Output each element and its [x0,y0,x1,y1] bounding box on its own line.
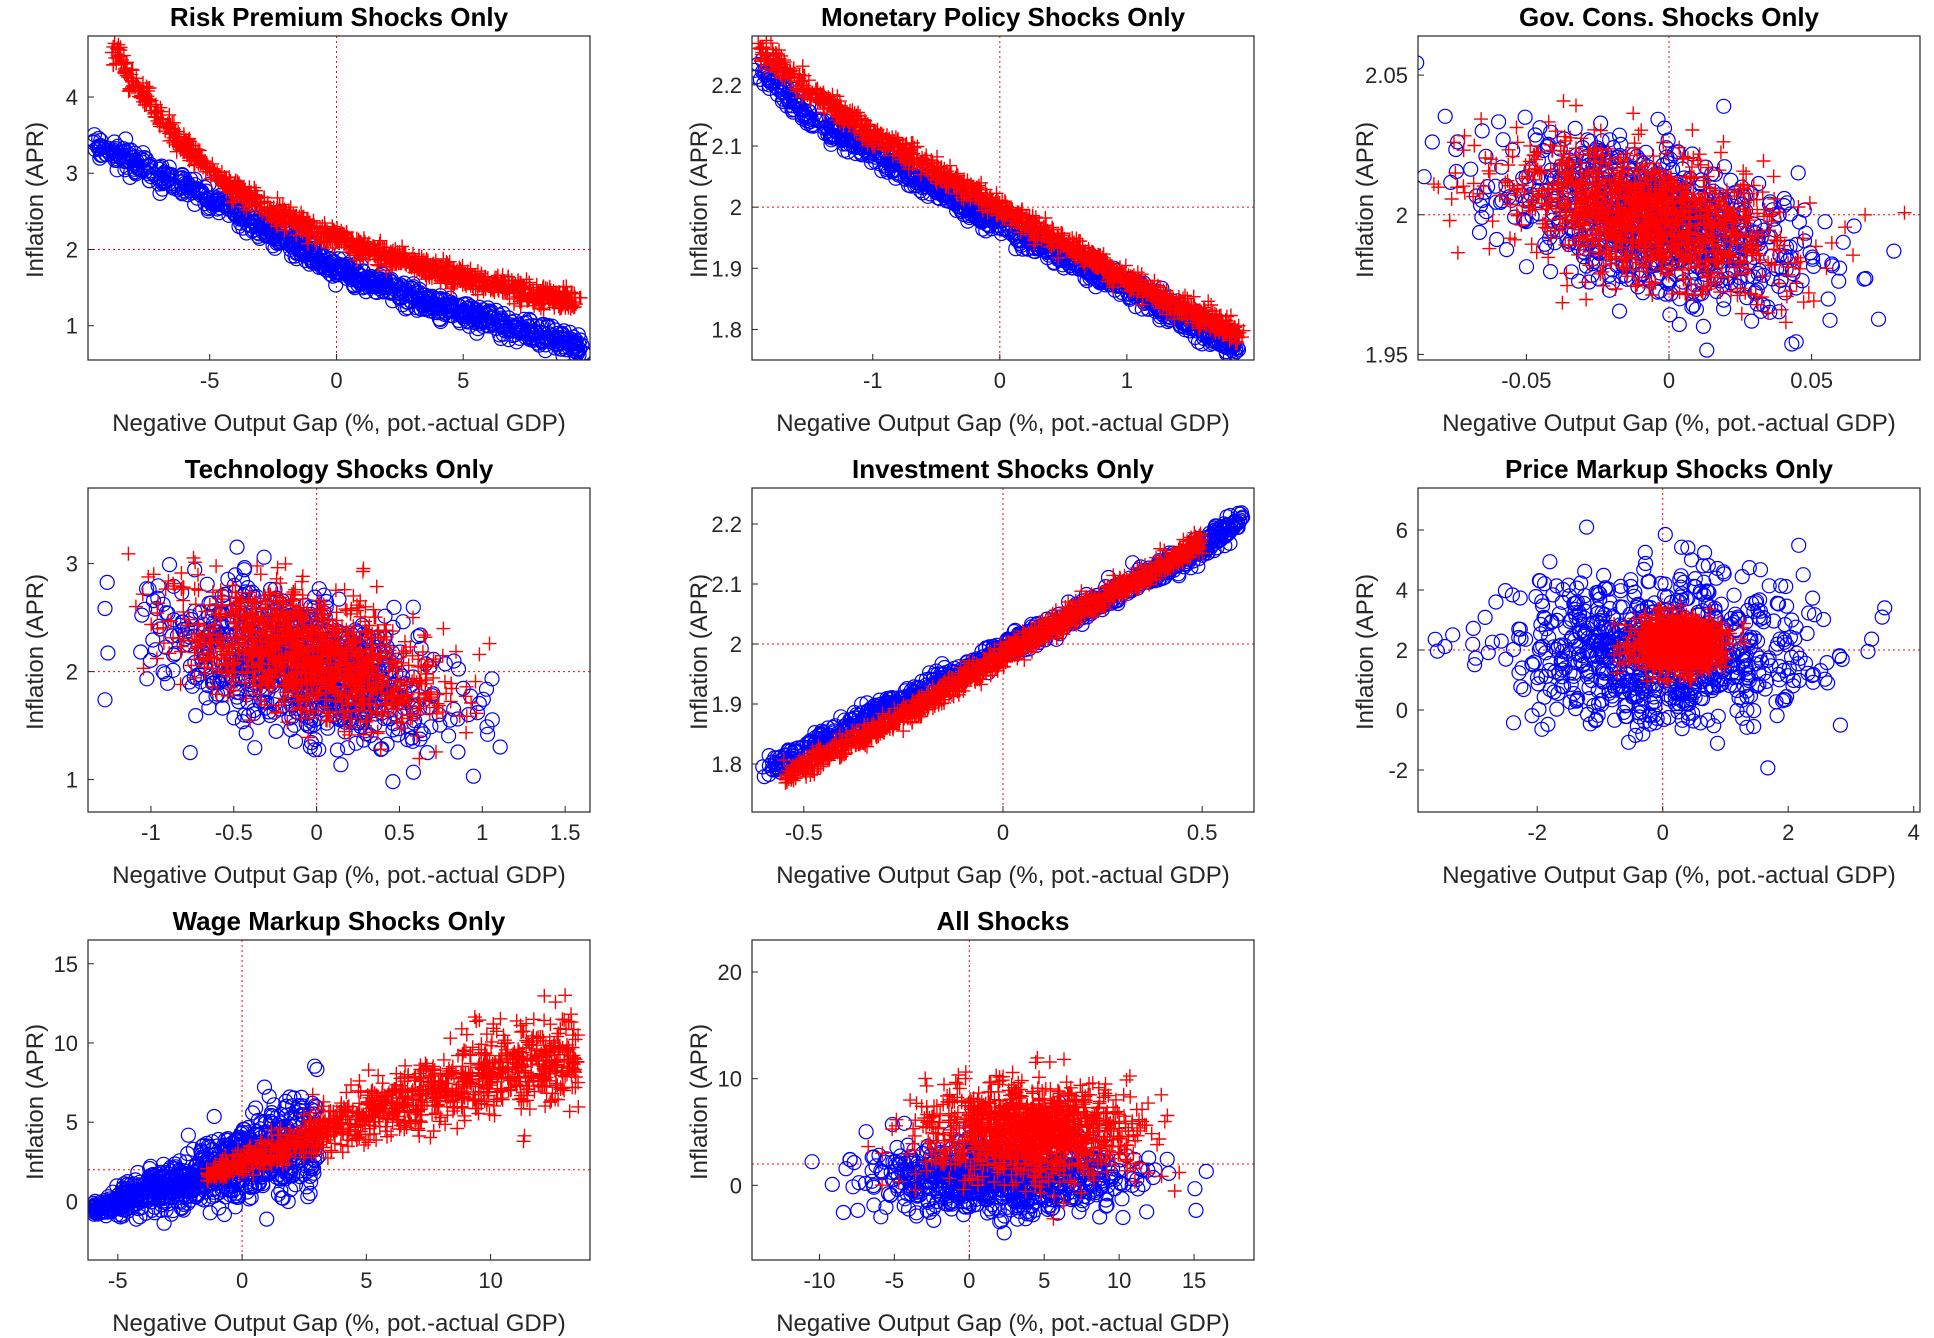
data-point [1518,110,1532,124]
y-axis-label: Inflation (APR) [22,122,50,278]
data-point [1449,165,1463,179]
y-tick-label: 2.1 [711,134,742,159]
series-red-plus [751,33,1250,350]
y-axis-label: Inflation (APR) [686,122,714,278]
data-point [1473,226,1487,240]
data-point [1887,244,1901,258]
data-point [1425,135,1439,149]
x-axis-label: Negative Output Gap (%, pot.-actual GDP) [1442,410,1896,438]
x-tick-label: 5 [457,368,469,393]
x-tick-label: 0 [994,368,1006,393]
data-point [1696,319,1710,333]
data-point [1438,109,1452,123]
data-point [1520,260,1534,274]
data-point [1717,99,1731,113]
x-tick-label: 1 [1121,368,1133,393]
data-point [1823,313,1837,327]
data-point [1475,124,1489,138]
data-point [1490,233,1504,247]
x-axis-label: Negative Output Gap (%, pot.-actual GDP) [776,410,1230,438]
data-point [1756,375,1770,389]
data-point [1745,314,1759,328]
y-tick-label: 2 [66,237,78,262]
data-point [1508,210,1522,224]
x-tick-label: -1 [863,368,883,393]
data-point [1390,184,1404,198]
x-axis-label: Negative Output Gap (%, pot.-actual GDP) [112,410,566,438]
data-point [1544,265,1558,279]
panel-risk-premium: Risk Premium Shocks Only Inflation (APR)… [88,36,590,360]
panel-monetary-policy: Monetary Policy Shocks Only Inflation (A… [752,36,1254,360]
data-point [1818,215,1832,229]
y-axis-label: Inflation (APR) [1352,122,1380,278]
y-tick-label: 4 [66,85,78,110]
y-tick-label: 1 [66,314,78,339]
data-point [1417,170,1431,184]
x-tick-label: -5 [200,368,220,393]
data-point [1410,56,1424,70]
y-tick-label: 2.2 [711,73,742,98]
data-point [1756,268,1770,282]
data-point [1732,361,1746,375]
data-point [1821,292,1835,306]
y-tick-label: 3 [66,161,78,186]
data-point [1832,274,1846,288]
data-point [1464,162,1478,176]
panel-title: Monetary Policy Shocks Only [821,2,1185,33]
data-point [1478,151,1492,165]
y-tick-label: 1.8 [711,317,742,342]
panel-title: Risk Premium Shocks Only [170,2,508,33]
panel-gov-cons: Gov. Cons. Shocks Only Inflation (APR) N… [1418,36,1920,360]
panel-title: Gov. Cons. Shocks Only [1519,2,1819,33]
data-point [1717,293,1731,307]
data-point [1847,219,1861,233]
data-point [1492,115,1506,129]
y-tick-label: 2 [730,195,742,220]
y-tick-label: 1.9 [711,256,742,281]
data-point [1663,308,1677,322]
data-point [1872,312,1886,326]
data-point [1613,304,1627,318]
data-point [1785,337,1799,351]
data-point [110,163,124,177]
axes-box [88,36,590,360]
data-point [1700,343,1714,357]
data-point [1791,166,1805,180]
data-point [1724,173,1738,187]
x-tick-label: 0 [330,368,342,393]
data-point [1717,302,1731,316]
